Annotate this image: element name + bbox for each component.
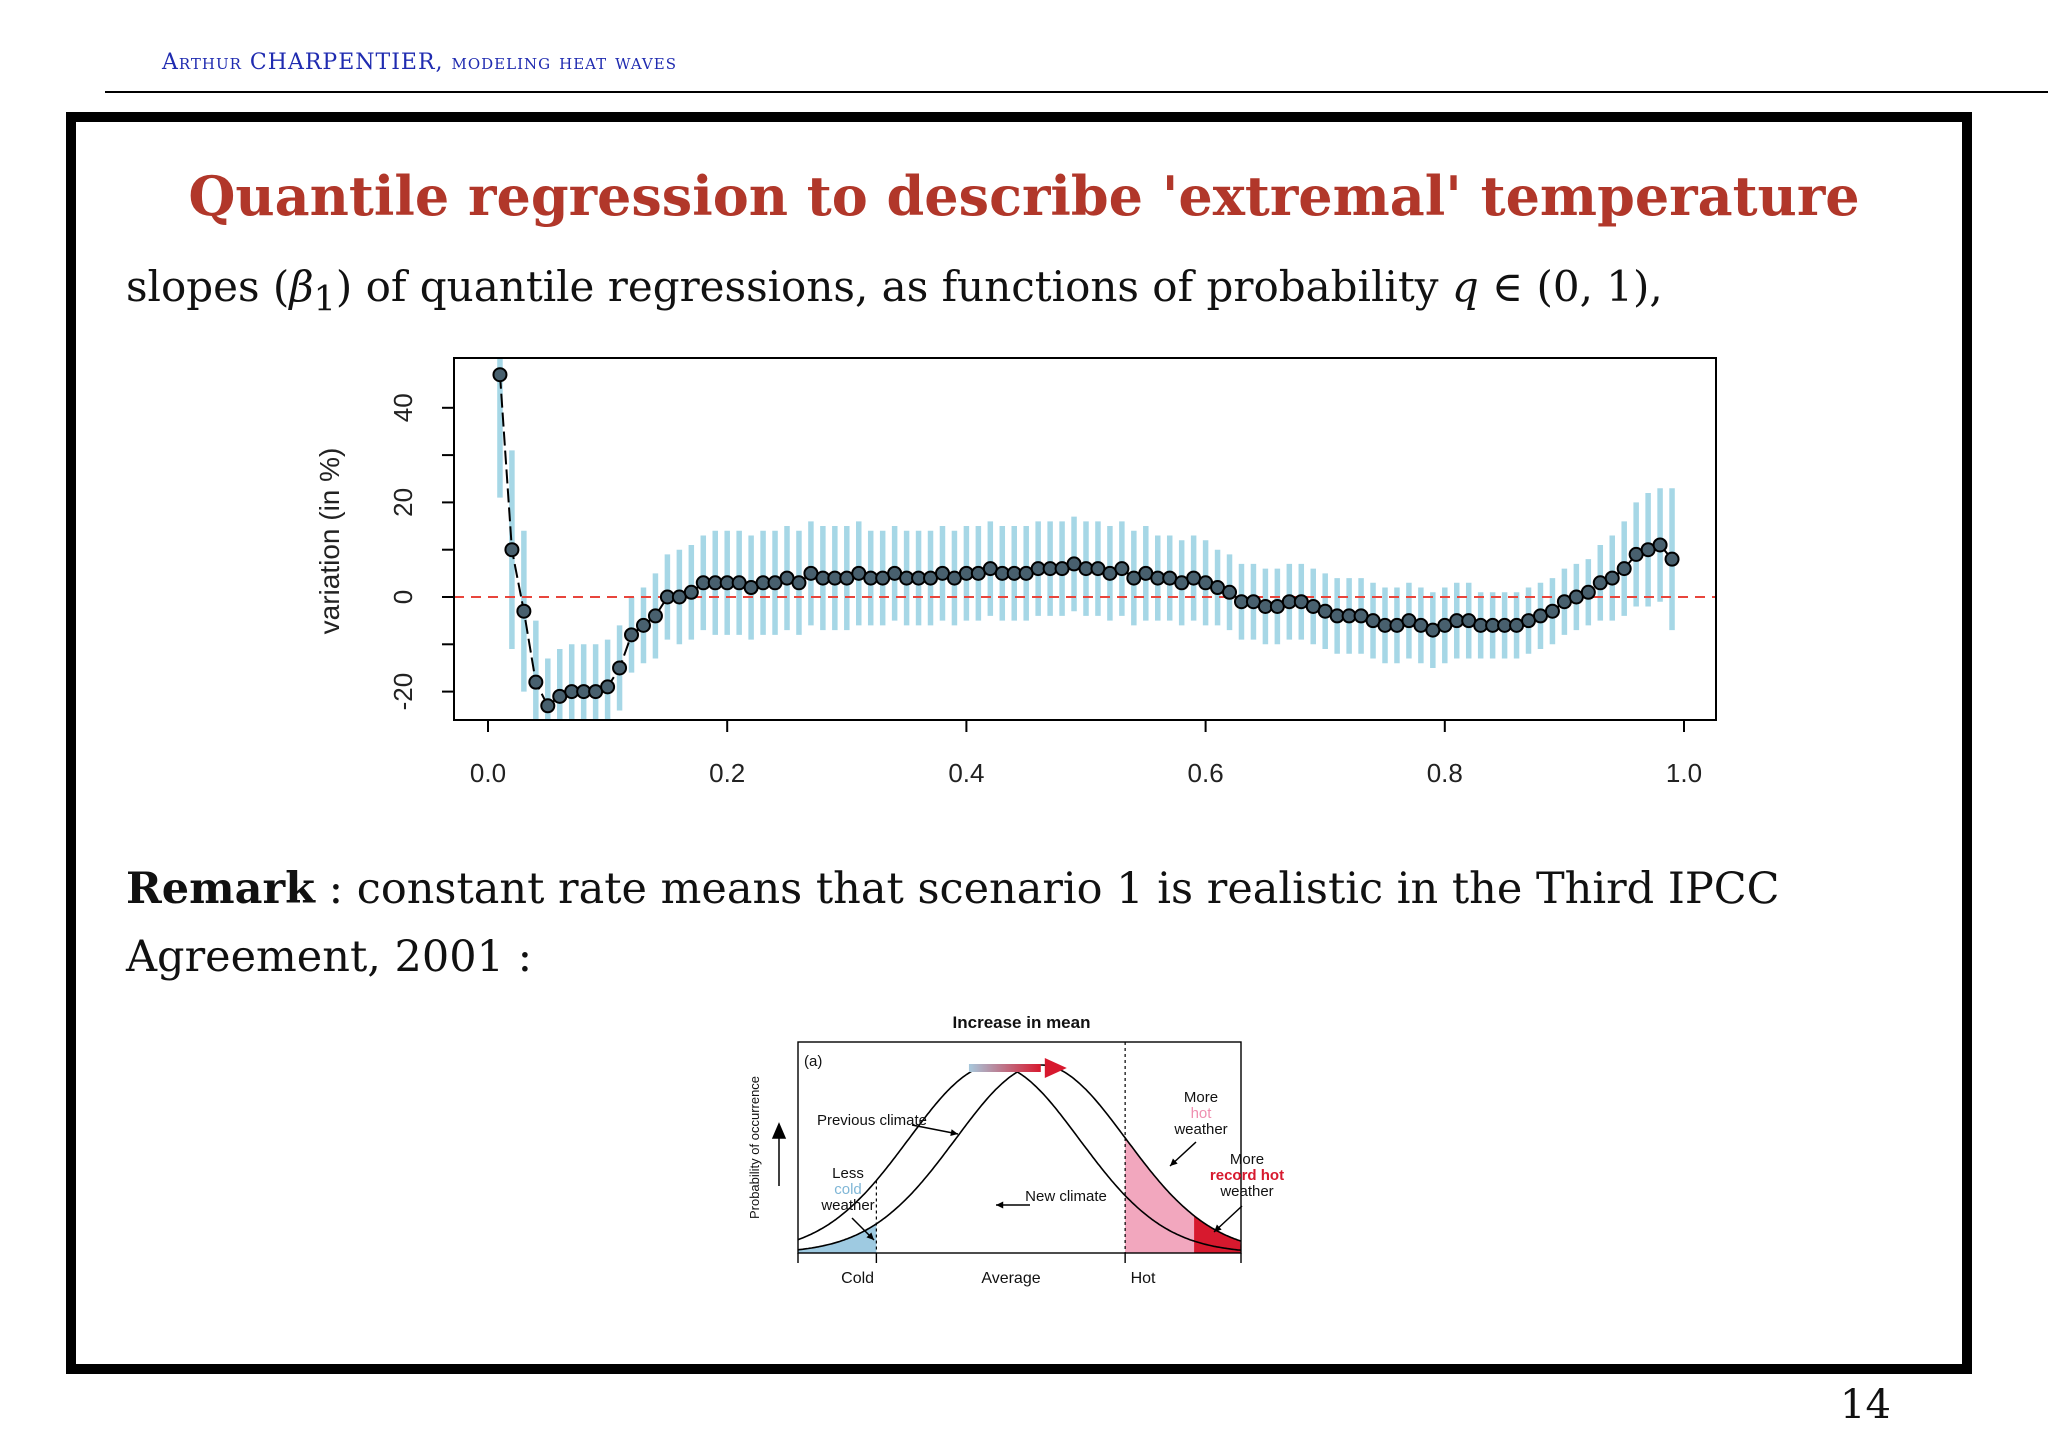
subtitle-prefix: slopes ( (126, 262, 290, 311)
remark-label: Remark (126, 864, 315, 914)
header-rule (105, 91, 2048, 93)
slide-subtitle: slopes (β1) of quantile regressions, as … (126, 262, 1663, 319)
subtitle-suffix: ∈ (0, 1), (1478, 262, 1663, 311)
remark-text: : constant rate means that scenario 1 is… (126, 864, 1780, 982)
remark-paragraph: Remark : constant rate means that scenar… (126, 855, 1926, 991)
subtitle-middle: ) of quantile regressions, as functions … (335, 262, 1452, 311)
slide-title: Quantile regression to describe 'extrema… (188, 164, 1860, 228)
q-symbol: q (1451, 262, 1479, 311)
slide-header: Arthur CHARPENTIER, modeling heat waves (162, 50, 677, 75)
page-number: 14 (1840, 1382, 1891, 1428)
beta-subscript: 1 (313, 279, 336, 320)
beta-symbol: β (289, 262, 314, 311)
